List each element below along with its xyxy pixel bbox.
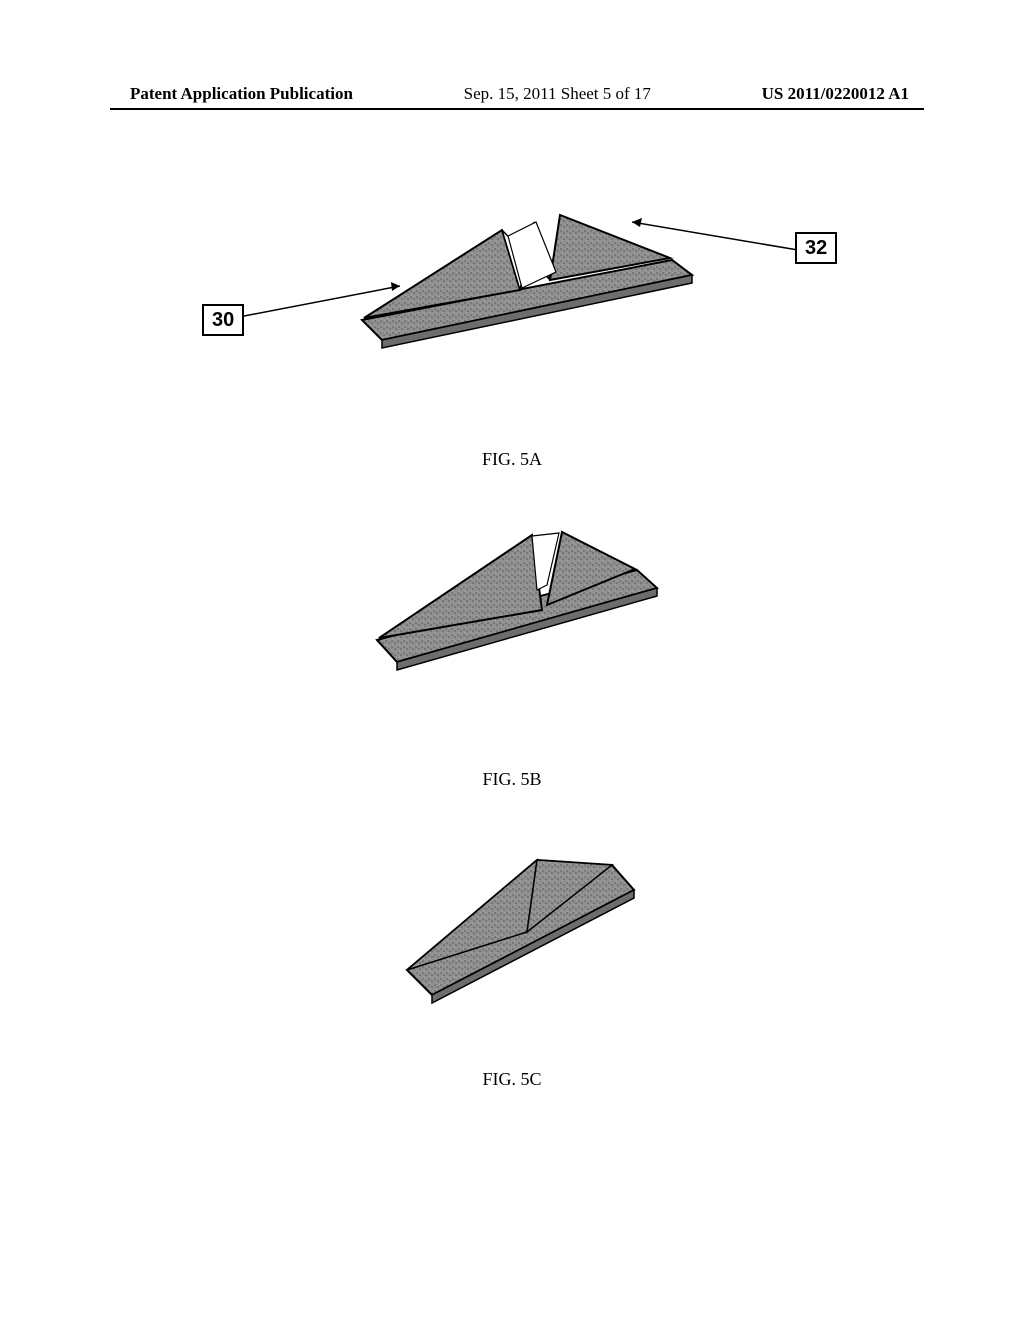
header-rule xyxy=(110,108,924,110)
ref-30-label: 30 xyxy=(212,309,234,331)
figure-5c-drawing xyxy=(362,810,662,1010)
figure-5a-caption: FIG. 5A xyxy=(0,449,1024,470)
figure-5b: FIG. 5B xyxy=(0,490,1024,790)
figure-5b-drawing xyxy=(337,490,687,690)
page-header: Patent Application Publication Sep. 15, … xyxy=(130,84,909,108)
figure-5a: 30 32 FIG. 5A xyxy=(0,170,1024,470)
ref-30: 30 xyxy=(202,304,244,336)
figure-5c-caption: FIG. 5C xyxy=(0,1069,1024,1090)
figure-5b-caption: FIG. 5B xyxy=(0,769,1024,790)
header-publication: Patent Application Publication xyxy=(130,84,353,104)
ref-32: 32 xyxy=(795,232,837,264)
header-sheet: Sep. 15, 2011 Sheet 5 of 17 xyxy=(464,84,651,104)
figure-5c: FIG. 5C xyxy=(0,810,1024,1090)
figure-content: 30 32 FIG. 5A xyxy=(0,170,1024,1090)
patent-page: Patent Application Publication Sep. 15, … xyxy=(0,0,1024,1320)
figure-5a-drawing xyxy=(302,170,722,360)
header-patent-number: US 2011/0220012 A1 xyxy=(762,84,909,104)
ref-32-label: 32 xyxy=(805,237,827,259)
